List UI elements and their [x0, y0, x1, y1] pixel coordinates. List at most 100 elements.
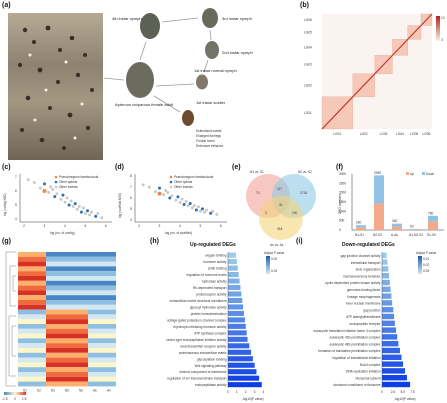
- hic-legend-max: 10: [441, 16, 445, 20]
- heatmap-cell: [88, 367, 102, 372]
- scatter-ytick: 8: [130, 174, 132, 178]
- scatter-ytick: 5: [130, 207, 132, 211]
- heatmap-cell: [60, 276, 74, 281]
- scatter-point: [88, 213, 92, 217]
- go-bar: [228, 284, 241, 291]
- go-xtick: 2: [245, 390, 247, 394]
- heatmap-cell: [60, 256, 74, 262]
- scatter-point: [90, 210, 94, 214]
- heatmap-cell: [18, 290, 32, 296]
- scatter-point: [26, 178, 30, 182]
- heatmap-cell: [102, 333, 116, 339]
- go-term-label: Rh-dependent transport: [193, 286, 227, 290]
- go-xtick: 5.0: [401, 390, 406, 394]
- go-bar: [382, 320, 395, 326]
- heatmap-cell: [102, 343, 116, 348]
- bar-up: [428, 215, 438, 222]
- scatter-point: [158, 186, 162, 190]
- heatmap-cell: [32, 295, 46, 300]
- scatter-ytick: 7: [15, 175, 17, 179]
- heatmap-cell: [60, 300, 74, 305]
- hic-heatmap: LG01 LG02 LG03 LG04 LG05 LG06 LG01 LG02 LG03 LG0…: [304, 13, 445, 136]
- heatmap-cell: [46, 319, 60, 324]
- heatmap-cell: [32, 372, 46, 377]
- go-term-label: photoreceptor activity: [196, 293, 227, 297]
- scatter-point: [211, 209, 215, 213]
- scatter-ytick: 5: [15, 203, 17, 207]
- scatter-point: [174, 198, 178, 202]
- heatmap-cell: [32, 362, 46, 368]
- scatter-point: [73, 202, 77, 206]
- heatmap-cell: [18, 381, 32, 387]
- go-bar: [228, 304, 244, 310]
- scatter-c-ylabel: log (contig N50): [3, 193, 7, 216]
- go-term-label: structural constituent of ribosome: [334, 383, 381, 387]
- hic-xlabel: LG05: [410, 132, 418, 136]
- heatmap-cell: [32, 367, 46, 372]
- scatter-point: [162, 193, 166, 197]
- heatmap-cell: [60, 280, 74, 286]
- go-bar: [228, 375, 260, 381]
- go-term-label: glycosyl hydrolase activity: [190, 305, 227, 309]
- go-bar: [228, 330, 247, 336]
- bar-ytick: 500: [339, 219, 345, 223]
- bar-value-label: 260: [356, 221, 362, 225]
- go-down-chart: Down-regulated DEGs gap junction channel…: [314, 242, 437, 401]
- bar-ytick: 3000: [339, 172, 346, 176]
- heatmap-legend-bar: [4, 392, 26, 395]
- bar-up: [356, 225, 366, 228]
- heatmap-cell: [102, 276, 116, 281]
- heatmap-cell: [18, 295, 32, 300]
- panel-label-g: (g): [2, 238, 11, 245]
- heatmap-cell: [88, 381, 102, 387]
- heatmap-cell: [74, 309, 88, 315]
- scatter-point: [71, 204, 75, 208]
- heatmap-cell: [46, 357, 60, 363]
- heatmap-cell: [74, 252, 88, 257]
- heatmap-cell: [18, 276, 32, 281]
- go-bar: [382, 327, 397, 333]
- scatter-xtick: 5: [84, 224, 86, 228]
- go-bar: [228, 252, 236, 258]
- hic-diagonal: [321, 13, 433, 130]
- heatmap-cell: [74, 261, 88, 267]
- go-up-title: Up-regulated DEGs: [190, 242, 236, 248]
- heatmap-cell: [60, 333, 74, 339]
- lifecycle-arrows: [103, 17, 212, 113]
- bar-down: [428, 221, 438, 230]
- scatter-point: [203, 210, 207, 214]
- scatter-d-legend-3: Other insects: [174, 185, 193, 189]
- heatmap-cell: [88, 256, 102, 262]
- heatmap-cell: [88, 362, 102, 368]
- go-xtick: 1: [236, 390, 238, 394]
- scatter-point: [94, 214, 98, 218]
- heatmap-cell: [102, 324, 116, 329]
- heatmap-cell: [74, 285, 88, 291]
- go-term-label: regulation of translational initiation: [332, 356, 380, 360]
- go-term-label: DNA replication initiation: [346, 370, 381, 374]
- venn-value-5: 3: [265, 211, 267, 215]
- heatmap-cell: [46, 362, 60, 368]
- scatter-point: [42, 188, 47, 193]
- go-bar: [382, 286, 391, 292]
- go-down-legend-title: Adjust P value: [416, 251, 437, 255]
- heatmap-cell: [18, 376, 32, 382]
- heatmap-cell: [46, 295, 60, 300]
- scatter-point: [79, 210, 83, 214]
- bar-category-label: N1-N2-S1: [409, 233, 423, 237]
- nymph1-normal-aphid-icon: [196, 74, 208, 90]
- heatmap-cell: [102, 367, 116, 372]
- heatmap-cell: [74, 256, 88, 262]
- heatmap-cell: [32, 252, 46, 257]
- scatter-ytick: 7: [130, 185, 132, 189]
- adult-label: Apterous viviparous female adult: [115, 102, 174, 107]
- bar-ytick: 1000: [339, 209, 346, 213]
- go-term-label: glycosylation binding: [197, 357, 227, 361]
- heatmap-legend-min: -1.5: [2, 397, 8, 401]
- heatmap-cell: [18, 372, 32, 377]
- go-bar: [228, 265, 238, 271]
- heatmap-cell: [60, 309, 74, 315]
- heatmap-cell: [74, 266, 88, 272]
